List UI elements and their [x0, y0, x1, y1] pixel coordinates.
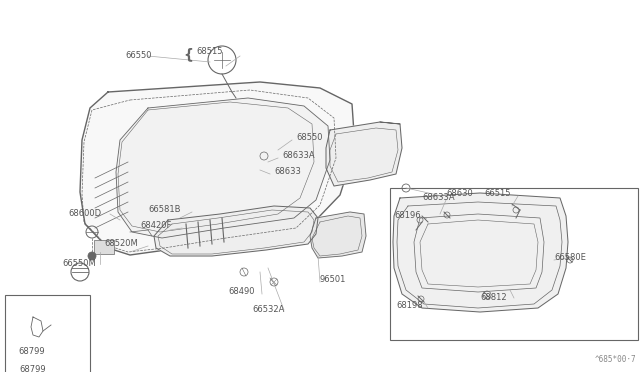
Text: 68420F: 68420F	[140, 221, 172, 231]
Text: 68799: 68799	[19, 365, 45, 372]
Text: 68630: 68630	[446, 189, 473, 199]
Polygon shape	[310, 212, 366, 258]
Polygon shape	[393, 193, 568, 312]
Bar	[5, 295, 90, 372]
Bar	[390, 188, 638, 340]
Text: 68799: 68799	[18, 347, 45, 356]
Text: 68198: 68198	[396, 301, 422, 311]
Text: 66550M: 66550M	[62, 260, 96, 269]
Text: 66515: 66515	[484, 189, 511, 199]
Text: 68550: 68550	[296, 134, 323, 142]
Text: 66580E: 66580E	[554, 253, 586, 263]
Text: 68196: 68196	[394, 212, 420, 221]
Polygon shape	[154, 206, 318, 256]
Text: 68633: 68633	[274, 167, 301, 176]
Polygon shape	[116, 98, 330, 238]
Text: 68515: 68515	[196, 48, 223, 57]
Text: 68600D: 68600D	[68, 209, 101, 218]
Text: 66550: 66550	[125, 51, 152, 61]
Text: 68520M: 68520M	[104, 240, 138, 248]
Text: 66581B: 66581B	[148, 205, 180, 215]
Text: 68812: 68812	[480, 294, 507, 302]
Text: 68490: 68490	[228, 288, 255, 296]
Text: 66532A: 66532A	[252, 305, 284, 314]
Circle shape	[88, 252, 96, 260]
Text: {: {	[183, 47, 193, 61]
Bar	[94, 240, 114, 254]
Text: ^685*00·7: ^685*00·7	[595, 355, 636, 364]
Polygon shape	[326, 122, 402, 186]
Text: 68633A: 68633A	[282, 151, 315, 160]
Polygon shape	[80, 82, 355, 255]
Text: 96501: 96501	[320, 276, 346, 285]
Text: 68633A: 68633A	[422, 193, 454, 202]
